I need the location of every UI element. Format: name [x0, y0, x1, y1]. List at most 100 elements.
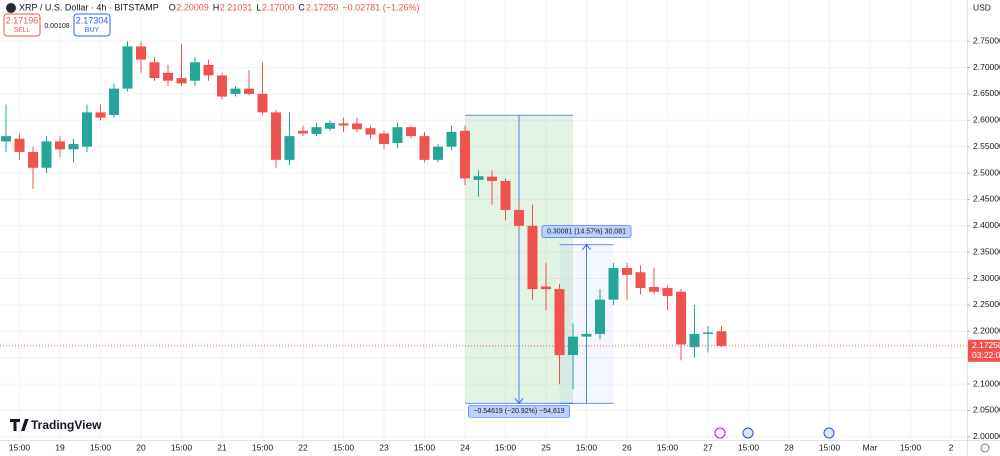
candle-body	[635, 272, 646, 289]
plot	[0, 0, 970, 440]
measure-arrowhead	[582, 243, 591, 250]
candle-body	[514, 209, 524, 226]
ohlc-value: 2.17000	[262, 2, 295, 12]
event-icon[interactable]	[823, 427, 835, 439]
y-tick-label: 2.10000	[973, 378, 1000, 388]
x-tick-label: 27	[703, 442, 713, 452]
x-tick-label: 15:00	[90, 442, 112, 452]
x-tick-label: 15:00	[9, 442, 31, 452]
y-tick-label: 2.50000	[973, 167, 1000, 177]
candle-body	[203, 64, 214, 76]
currency: USD	[973, 2, 991, 12]
candle-body	[82, 112, 92, 147]
candle-body	[527, 225, 538, 290]
candle-body	[298, 130, 308, 134]
candle-body	[68, 144, 79, 150]
candle-body	[703, 332, 713, 334]
x-tick-label: 15:00	[495, 442, 517, 452]
candle-body	[487, 176, 497, 181]
ohlc-values: O 2.20009 H 2.21031 L 2.17000 C 2.17250	[169, 2, 339, 12]
ohlc-key: O	[169, 2, 176, 12]
candle-body	[541, 286, 551, 290]
x-tick-label: 24	[460, 442, 470, 452]
y-tick-label: 2.35000	[973, 246, 1000, 256]
buy-price: 2.17304	[76, 15, 109, 25]
x-tick-label: 28	[784, 442, 794, 452]
measure-label-box	[468, 405, 570, 418]
candle-body	[365, 128, 376, 135]
candle-body	[109, 88, 119, 116]
candle-body	[163, 72, 173, 81]
buy-button[interactable]	[73, 13, 111, 37]
candle-body	[554, 289, 565, 356]
candle-body	[622, 268, 632, 275]
buy-label: BUY	[85, 27, 100, 34]
last-price-label: 2.17250	[972, 340, 1000, 350]
x-tick-label: 15:00	[900, 442, 922, 452]
candle-body	[460, 130, 470, 179]
spread: 0.00108	[44, 23, 69, 30]
candle-body	[284, 136, 295, 160]
candle-body	[608, 268, 619, 300]
x-tick-label: Mar	[863, 442, 878, 452]
candle-body	[136, 46, 146, 60]
symbol-icon	[6, 3, 16, 13]
sell-button[interactable]	[3, 13, 41, 37]
settings-icon[interactable]	[980, 443, 990, 453]
measure-label: 0.30081 (14.57%) 30,081	[547, 229, 626, 236]
y-tick-label: 2.20000	[973, 326, 1000, 336]
candle-body	[55, 141, 65, 150]
sell-price: 2.17196	[6, 15, 39, 25]
measure-label-box	[541, 225, 632, 238]
candle-body	[716, 331, 727, 346]
symbol-title: XRP / U.S. Dollar · 4h · BITSTAMP	[19, 2, 159, 12]
candle-body	[230, 88, 241, 94]
sell-label: SELL	[13, 27, 30, 34]
candle-body	[689, 333, 700, 348]
x-tick-label: 20	[136, 442, 146, 452]
last-price-box	[968, 339, 1000, 362]
x-tick-label: 15:00	[819, 442, 841, 452]
x-tick-label: 15:00	[657, 442, 679, 452]
x-tick-label: 19	[55, 442, 65, 452]
ohlc-value: 2.20009	[176, 2, 209, 12]
candle-body	[595, 299, 605, 334]
logo: TradingView	[31, 418, 102, 432]
candle-body	[406, 127, 416, 137]
candle-body	[338, 123, 349, 126]
candle-body	[311, 127, 322, 135]
y-tick-label: 2.05000	[973, 405, 1000, 415]
event-icon[interactable]	[742, 427, 754, 439]
x-tick-label: 23	[379, 442, 389, 452]
candle-body	[176, 78, 187, 84]
candle-body	[433, 146, 443, 160]
candle-body	[473, 176, 484, 180]
ohlc-key: H	[213, 2, 220, 12]
candle-body	[95, 112, 106, 118]
candle-body	[325, 122, 335, 129]
overlay: XRP / U.S. Dollar · 4h · BITSTAMP O 2.200…	[3, 2, 1000, 453]
candle-body	[271, 112, 281, 160]
measure-label: −0.54619 (−20.92%) −54,619	[473, 408, 564, 415]
candle-body	[379, 133, 389, 145]
candle-body	[14, 138, 25, 152]
x-tick-label: 2	[949, 442, 954, 452]
event-icon[interactable]	[714, 427, 726, 439]
candle-body	[149, 62, 160, 79]
x-tick-label: 15:00	[738, 442, 760, 452]
x-tick-label: 15:00	[414, 442, 436, 452]
ohlc-value: 2.21031	[220, 2, 253, 12]
x-tick-label: 21	[217, 442, 227, 452]
candle-body	[581, 333, 592, 337]
y-tick-label: 2.25000	[973, 299, 1000, 309]
y-tick-label: 2.70000	[973, 62, 1000, 72]
candle-body	[676, 291, 686, 345]
candle-body	[41, 141, 52, 168]
y-tick-label: 2.65000	[973, 88, 1000, 98]
y-tick-label: 2.45000	[973, 194, 1000, 204]
y-tick-label: 2.75000	[973, 35, 1000, 45]
ohlc-value: 2.17250	[306, 2, 339, 12]
candle-body	[392, 127, 403, 143]
candle-body	[446, 131, 457, 147]
